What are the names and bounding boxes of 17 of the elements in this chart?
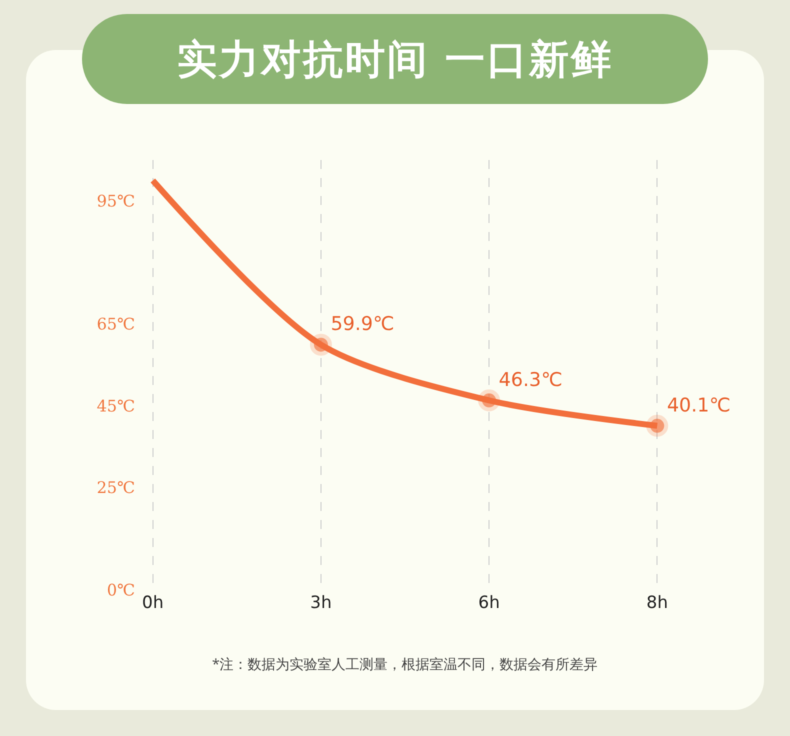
- y-tick-label: 0℃: [106, 580, 135, 600]
- x-tick-label: 0h: [142, 593, 164, 613]
- y-tick-label: 95℃: [96, 192, 135, 211]
- chart-title: 实力对抗时间 一口新鲜: [82, 14, 708, 104]
- x-tick-label: 3h: [310, 593, 332, 613]
- y-tick-label: 45℃: [96, 396, 135, 416]
- data-label: 46.3℃: [498, 368, 562, 391]
- text: *注：数据为实验室人工测量，根据室温不同，数据会有所差异: [212, 655, 598, 674]
- data-label: 40.1℃: [666, 394, 731, 416]
- x-tick-label: 8h: [646, 593, 668, 613]
- point: [646, 414, 668, 437]
- point: [478, 389, 500, 412]
- x-tick-label: 6h: [478, 593, 500, 613]
- point: [310, 334, 332, 356]
- y-tick-label: 65℃: [96, 314, 135, 334]
- data-label: 59.9℃: [330, 313, 394, 336]
- y-tick-label: 25℃: [96, 478, 135, 498]
